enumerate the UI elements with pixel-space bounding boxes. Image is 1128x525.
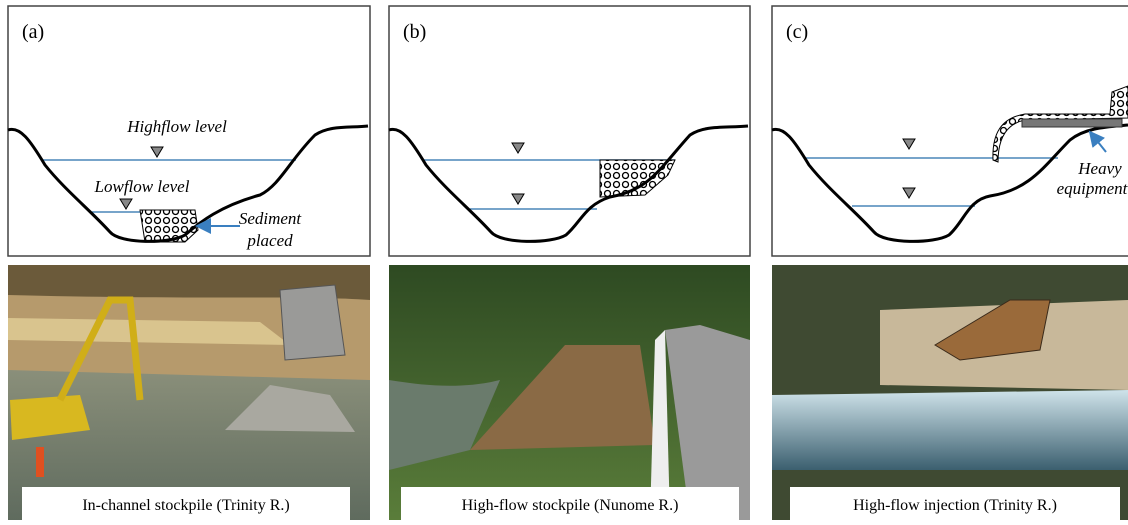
photo-c: High-flow injection (Trinity R.) xyxy=(772,265,1128,520)
panel-label: (c) xyxy=(786,21,808,43)
truck xyxy=(280,285,345,360)
frame xyxy=(772,6,1128,256)
panel-label: (a) xyxy=(22,21,44,43)
annotation: Highflow level xyxy=(126,117,227,136)
photo-a: In-channel stockpile (Trinity R.) xyxy=(8,265,370,520)
annotation: Heavy xyxy=(1077,159,1122,178)
diagram-c: (c) Heavy equipment xyxy=(772,6,1128,256)
photo-b: High-flow stockpile (Nunome R.) xyxy=(389,265,750,520)
caption: High-flow injection (Trinity R.) xyxy=(853,497,1057,514)
sediment xyxy=(140,210,198,242)
annotation: Sediment xyxy=(239,209,303,228)
panel-label: (b) xyxy=(403,21,426,43)
annotation: Lowflow level xyxy=(94,177,190,196)
annotation: equipment xyxy=(1057,179,1128,198)
worker xyxy=(36,447,44,477)
caption: In-channel stockpile (Trinity R.) xyxy=(82,497,289,514)
caption: High-flow stockpile (Nunome R.) xyxy=(462,497,679,514)
annotation: placed xyxy=(246,231,293,250)
figure: (a) Highflow level Lowflow level Sedimen… xyxy=(0,0,1128,525)
diagram-b: (b) xyxy=(389,6,750,256)
diagram-a: (a) Highflow level Lowflow level Sedimen… xyxy=(8,6,370,256)
equipment-bar xyxy=(1022,119,1122,127)
water xyxy=(772,390,1128,470)
